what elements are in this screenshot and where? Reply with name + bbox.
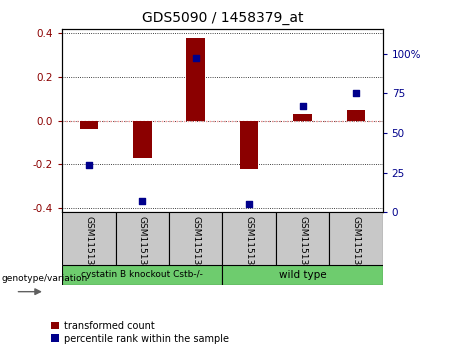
Bar	[62, 265, 222, 285]
Text: genotype/variation: genotype/variation	[1, 274, 88, 282]
Bar	[116, 212, 169, 265]
Bar	[276, 212, 329, 265]
Bar	[240, 121, 259, 169]
Point	[352, 90, 360, 96]
Bar	[347, 110, 365, 121]
Legend: transformed count, percentile rank within the sample: transformed count, percentile rank withi…	[51, 321, 229, 344]
Bar	[169, 212, 222, 265]
Bar	[133, 121, 152, 158]
Point	[139, 198, 146, 204]
Text: GSM1151362: GSM1151362	[245, 216, 254, 276]
Text: GSM1151361: GSM1151361	[191, 216, 200, 276]
Point	[299, 103, 306, 109]
Text: GSM1151359: GSM1151359	[84, 216, 94, 276]
Bar	[223, 265, 383, 285]
Bar	[223, 212, 276, 265]
Bar	[186, 38, 205, 121]
Title: GDS5090 / 1458379_at: GDS5090 / 1458379_at	[142, 11, 303, 25]
Bar	[62, 212, 116, 265]
Point	[245, 201, 253, 207]
Bar	[80, 121, 98, 130]
Text: GSM1151364: GSM1151364	[351, 216, 361, 276]
Point	[192, 56, 200, 61]
Text: cystatin B knockout Cstb-/-: cystatin B knockout Cstb-/-	[82, 270, 203, 280]
Text: wild type: wild type	[279, 270, 326, 280]
Text: GSM1151363: GSM1151363	[298, 216, 307, 276]
Point	[85, 162, 93, 168]
Bar	[329, 212, 383, 265]
Bar	[293, 114, 312, 121]
Text: GSM1151360: GSM1151360	[138, 216, 147, 276]
